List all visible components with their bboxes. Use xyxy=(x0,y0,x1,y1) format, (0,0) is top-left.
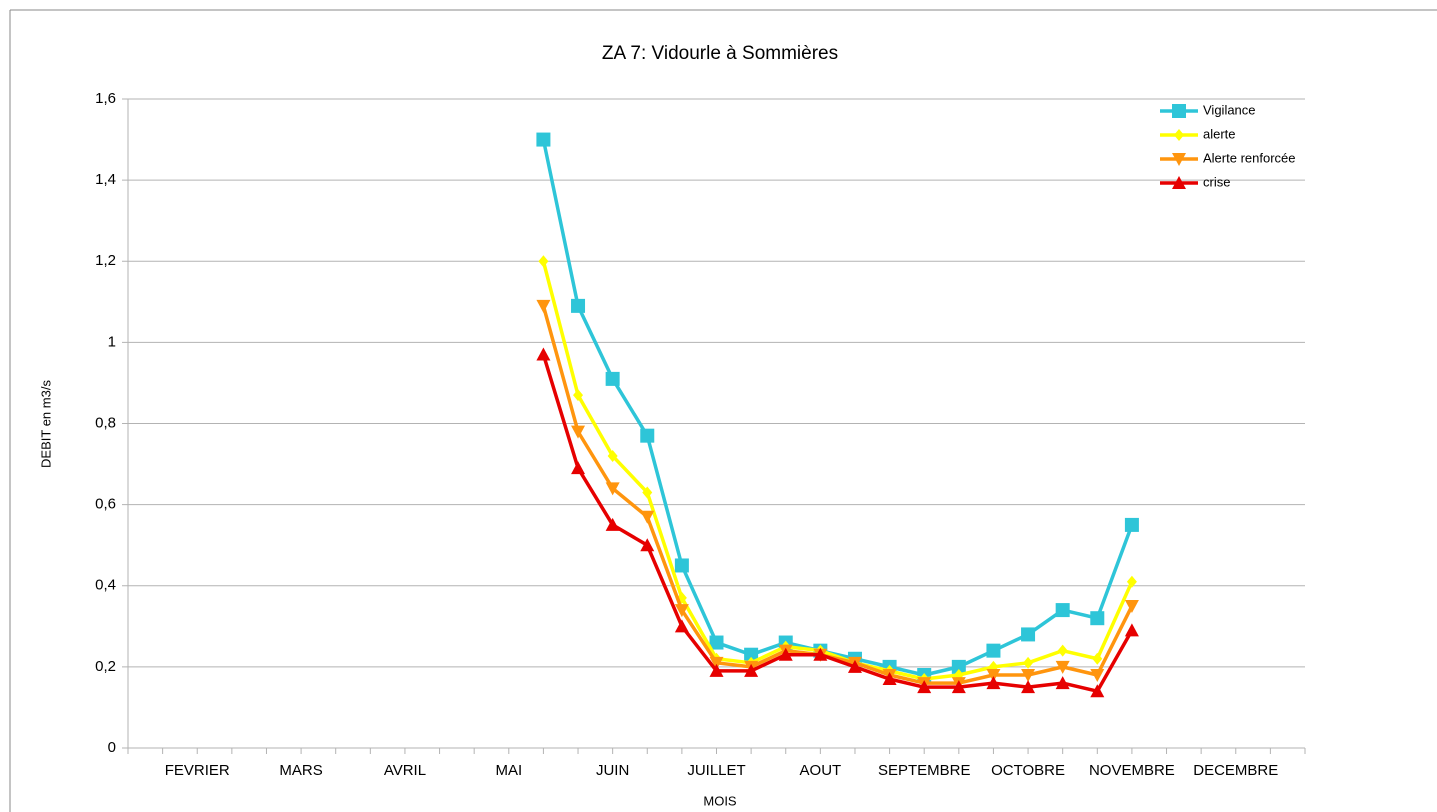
point xyxy=(744,663,759,677)
x-tick-label: SEPTEMBRE xyxy=(878,762,971,779)
legend-label: Alerte renforcée xyxy=(1203,150,1296,165)
point xyxy=(1021,668,1036,682)
point xyxy=(571,298,586,313)
point xyxy=(1057,644,1068,657)
x-tick-label: AVRIL xyxy=(384,762,426,779)
point xyxy=(674,619,689,633)
point xyxy=(986,643,1001,658)
point xyxy=(605,371,620,386)
point xyxy=(571,461,586,475)
point xyxy=(1055,603,1070,618)
point xyxy=(709,656,724,670)
y-tick-label: 0,4 xyxy=(95,577,116,594)
point xyxy=(1124,600,1139,614)
x-axis-title: MOIS xyxy=(703,793,737,808)
chart-title: ZA 7: Vidourle à Sommières xyxy=(602,43,838,64)
point xyxy=(536,132,551,147)
point xyxy=(744,647,759,662)
point xyxy=(986,676,1001,690)
point xyxy=(573,389,584,402)
point xyxy=(674,558,689,573)
legend-marker xyxy=(1174,129,1184,141)
y-tick-label: 0,8 xyxy=(95,414,116,431)
line xyxy=(541,260,1134,681)
line xyxy=(541,139,1134,677)
point xyxy=(709,663,724,677)
line xyxy=(541,305,1134,685)
point xyxy=(640,538,655,552)
point xyxy=(951,659,966,674)
point xyxy=(778,647,793,661)
x-tick-label: NOVEMBRE xyxy=(1089,762,1175,779)
x-tick-label: JUILLET xyxy=(687,762,745,779)
point xyxy=(986,668,1001,682)
x-tick-label: AOUT xyxy=(800,762,842,779)
y-tick-label: 1,6 xyxy=(95,90,116,107)
point xyxy=(847,659,862,673)
point xyxy=(709,635,724,650)
point xyxy=(917,680,932,694)
x-tick-label: MAI xyxy=(495,762,522,779)
point xyxy=(1055,676,1070,690)
y-tick-label: 1,2 xyxy=(95,252,116,269)
point xyxy=(1023,656,1034,669)
point xyxy=(605,482,620,496)
point xyxy=(1090,684,1105,698)
legend-marker xyxy=(1172,104,1186,118)
y-axis-title: DEBIT en m3/s xyxy=(38,380,53,468)
point xyxy=(607,449,618,462)
point xyxy=(642,486,653,499)
y-tick-label: 1,4 xyxy=(95,171,116,188)
point xyxy=(1021,627,1036,642)
y-tick-label: 0,6 xyxy=(95,496,116,513)
point xyxy=(1021,680,1036,694)
point xyxy=(1090,611,1105,626)
point xyxy=(640,510,655,524)
y-tick-label: 0 xyxy=(108,739,116,756)
point xyxy=(571,425,586,439)
point xyxy=(1124,517,1139,532)
legend-label: crise xyxy=(1203,174,1230,189)
line xyxy=(541,354,1134,693)
legend-label: Vigilance xyxy=(1203,102,1256,117)
point xyxy=(536,299,551,313)
point xyxy=(640,428,655,443)
legend-label: alerte xyxy=(1203,126,1236,141)
point xyxy=(538,255,549,268)
point xyxy=(882,672,897,686)
point xyxy=(1124,623,1139,637)
legend-marker xyxy=(1172,153,1186,166)
y-tick-label: 1 xyxy=(108,333,116,350)
point xyxy=(1126,575,1137,588)
point xyxy=(813,647,828,661)
y-tick-label: 0,2 xyxy=(95,658,116,675)
legend-marker xyxy=(1172,176,1186,189)
point xyxy=(1055,660,1070,674)
point xyxy=(1090,668,1105,682)
x-tick-label: FEVRIER xyxy=(165,762,230,779)
x-tick-label: MARS xyxy=(279,762,322,779)
point xyxy=(951,680,966,694)
point xyxy=(1092,652,1103,665)
point xyxy=(536,347,551,361)
x-tick-label: JUIN xyxy=(596,762,629,779)
x-tick-label: OCTOBRE xyxy=(991,762,1065,779)
point xyxy=(605,517,620,531)
point xyxy=(674,604,689,618)
x-tick-label: DECEMBRE xyxy=(1193,762,1278,779)
